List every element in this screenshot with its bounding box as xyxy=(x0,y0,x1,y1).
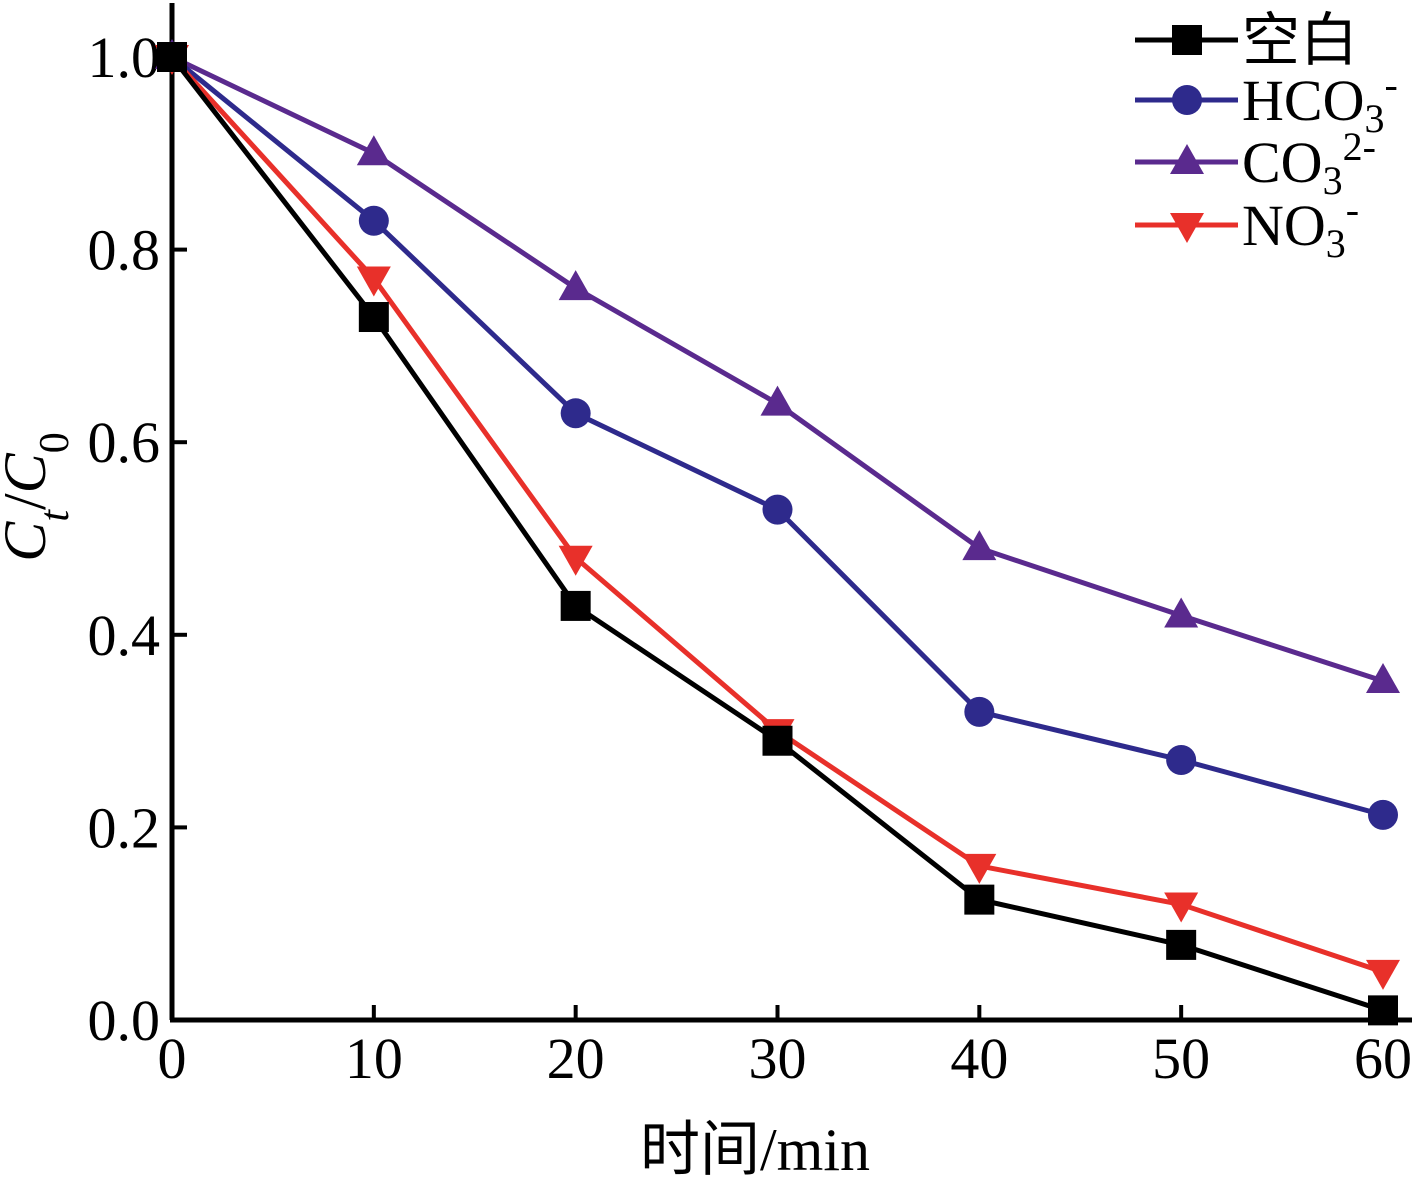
y-tick-label: 0.6 xyxy=(88,410,161,475)
legend-label: NO3- xyxy=(1242,187,1359,266)
data-point-co3 xyxy=(962,530,997,561)
y-tick-label: 0.4 xyxy=(88,603,161,668)
legend-entry-co3: CO32- xyxy=(1135,124,1376,203)
data-point-blank xyxy=(762,725,793,756)
y-tick-label: 0.2 xyxy=(88,795,161,860)
axes: 0 10 20 30 40 50 60 0.0 0.2 0.4 0.6 0.8 1.0 xyxy=(88,3,1412,1091)
data-point-blank xyxy=(1368,995,1398,1026)
legend-entry-hco3: HCO3- xyxy=(1135,62,1398,141)
data-point-co3 xyxy=(558,270,593,301)
x-axis-label: 时间/min xyxy=(640,1117,870,1181)
series-blank xyxy=(157,42,1398,1026)
x-tick-label: 50 xyxy=(1152,1026,1210,1091)
legend-marker xyxy=(1170,213,1204,243)
data-point-no3 xyxy=(1366,959,1400,990)
data-point-co3 xyxy=(760,385,795,416)
data-point-hco3 xyxy=(358,205,389,236)
x-tick-label: 10 xyxy=(345,1026,403,1091)
x-tick-label: 20 xyxy=(547,1026,605,1091)
x-tick-label: 40 xyxy=(950,1026,1008,1091)
legend-marker xyxy=(1170,144,1204,174)
data-point-no3 xyxy=(356,266,391,297)
data-point-blank xyxy=(1166,929,1197,960)
x-tick-label: 60 xyxy=(1354,1026,1412,1091)
legend-marker xyxy=(1172,25,1202,55)
series-line-co3 xyxy=(170,54,1384,684)
series-line-blank xyxy=(170,55,1384,1013)
data-point-blank xyxy=(157,42,187,72)
data-point-hco3 xyxy=(560,398,591,429)
data-point-co3 xyxy=(1366,663,1400,694)
legend-label: 空白 xyxy=(1242,8,1358,73)
series-layer xyxy=(155,39,1400,1026)
legend-entry-blank: 空白 xyxy=(1135,8,1358,73)
x-tick-label: 0 xyxy=(158,1026,187,1091)
data-point-hco3 xyxy=(762,494,793,525)
legend-entry-no3: NO3- xyxy=(1135,187,1359,266)
y-tick-label: 1.0 xyxy=(88,25,161,90)
data-point-hco3 xyxy=(1166,744,1197,775)
data-point-hco3 xyxy=(964,696,995,727)
data-point-co3 xyxy=(356,135,391,166)
data-point-no3 xyxy=(962,853,997,884)
y-tick-label: 0.8 xyxy=(88,218,161,283)
series-co3 xyxy=(155,39,1400,694)
legend-marker xyxy=(1172,85,1202,115)
data-point-co3 xyxy=(1164,597,1199,628)
x-tick-label: 30 xyxy=(749,1026,807,1091)
data-point-blank xyxy=(358,302,389,333)
legend-label: CO32- xyxy=(1242,124,1376,203)
data-point-no3 xyxy=(1164,892,1199,923)
y-axis-label: Ct/C0 xyxy=(0,432,78,561)
legend-label: HCO3- xyxy=(1242,62,1398,141)
data-point-hco3 xyxy=(1368,799,1398,830)
data-point-no3 xyxy=(558,545,593,576)
y-tick-label: 0.0 xyxy=(88,988,161,1053)
data-point-blank xyxy=(964,884,995,915)
data-point-blank xyxy=(560,590,591,621)
